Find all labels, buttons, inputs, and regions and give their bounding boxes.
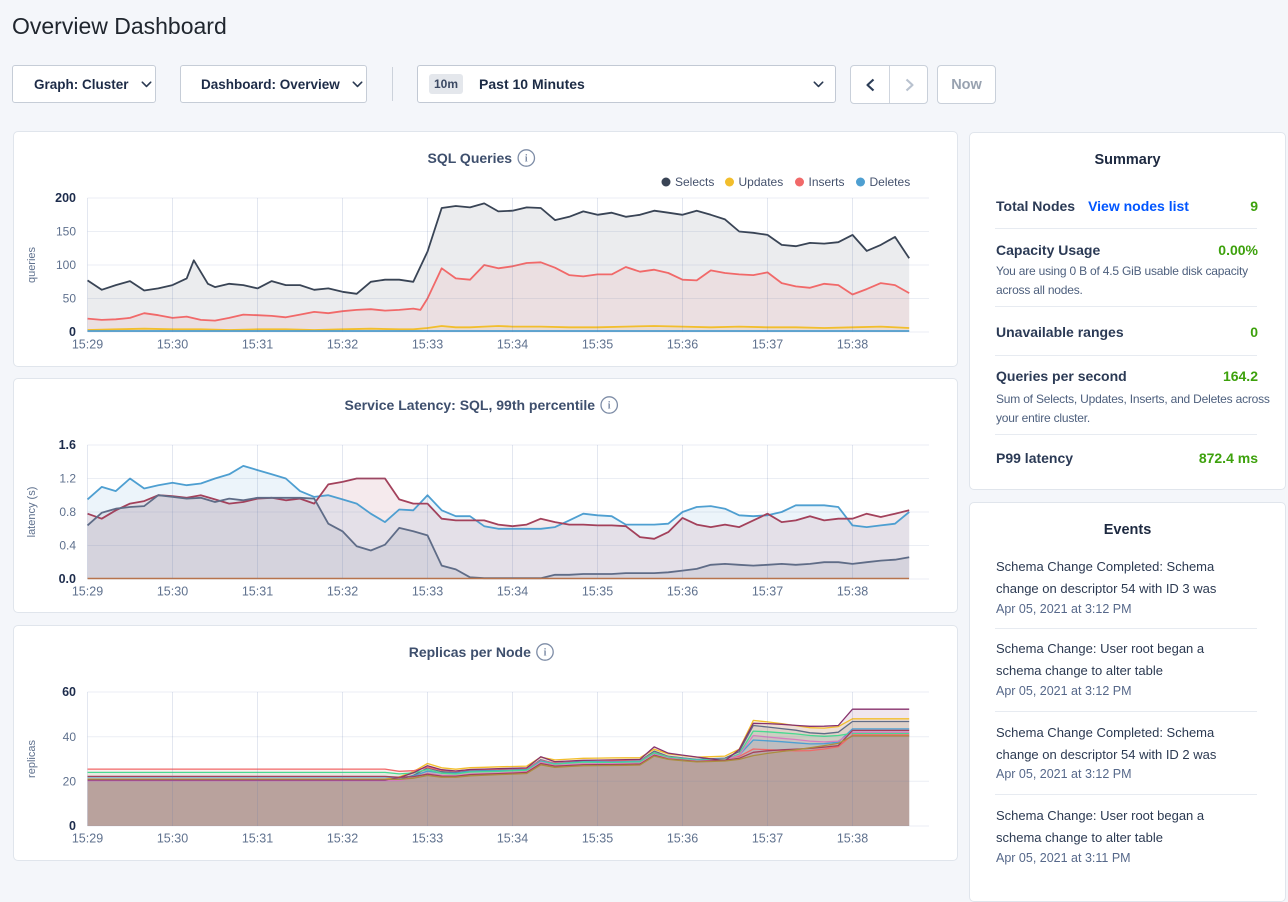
svg-text:queries: queries xyxy=(26,246,38,283)
svg-text:15:35: 15:35 xyxy=(582,585,613,599)
svg-text:15:31: 15:31 xyxy=(242,832,273,846)
svg-text:15:36: 15:36 xyxy=(667,585,698,599)
svg-text:15:32: 15:32 xyxy=(327,585,358,599)
svg-text:Deletes: Deletes xyxy=(870,175,911,189)
svg-text:15:37: 15:37 xyxy=(752,585,783,599)
svg-text:15:29: 15:29 xyxy=(72,338,103,352)
svg-text:15:33: 15:33 xyxy=(412,585,443,599)
svg-text:Updates: Updates xyxy=(739,175,784,189)
svg-text:15:38: 15:38 xyxy=(837,832,868,846)
svg-text:40: 40 xyxy=(63,730,77,744)
svg-text:Service Latency: SQL, 99th per: Service Latency: SQL, 99th percentile xyxy=(345,397,596,413)
svg-text:150: 150 xyxy=(56,225,76,239)
svg-text:15:34: 15:34 xyxy=(497,832,528,846)
svg-text:i: i xyxy=(608,401,611,412)
svg-text:Inserts: Inserts xyxy=(809,175,845,189)
svg-text:15:35: 15:35 xyxy=(582,832,613,846)
svg-text:i: i xyxy=(544,648,547,659)
svg-text:1.6: 1.6 xyxy=(59,438,76,452)
svg-text:Selects: Selects xyxy=(675,175,714,189)
svg-text:50: 50 xyxy=(63,292,77,306)
svg-text:15:34: 15:34 xyxy=(497,585,528,599)
svg-text:1.2: 1.2 xyxy=(59,472,76,486)
svg-text:i: i xyxy=(525,154,528,165)
svg-text:15:32: 15:32 xyxy=(327,338,358,352)
svg-text:15:35: 15:35 xyxy=(582,338,613,352)
svg-text:replicas: replicas xyxy=(26,740,38,778)
svg-text:15:36: 15:36 xyxy=(667,338,698,352)
svg-text:15:29: 15:29 xyxy=(72,585,103,599)
svg-text:20: 20 xyxy=(63,775,77,789)
svg-text:15:30: 15:30 xyxy=(157,832,188,846)
svg-text:15:38: 15:38 xyxy=(837,338,868,352)
svg-text:15:36: 15:36 xyxy=(667,832,698,846)
svg-text:15:30: 15:30 xyxy=(157,585,188,599)
svg-text:60: 60 xyxy=(62,685,76,699)
svg-text:100: 100 xyxy=(56,258,76,272)
svg-text:0.4: 0.4 xyxy=(59,539,76,553)
svg-text:15:30: 15:30 xyxy=(157,338,188,352)
svg-text:0.8: 0.8 xyxy=(59,505,76,519)
svg-text:Replicas per Node: Replicas per Node xyxy=(409,644,531,660)
svg-text:15:33: 15:33 xyxy=(412,832,443,846)
svg-text:0: 0 xyxy=(69,325,76,339)
svg-text:latency (s): latency (s) xyxy=(26,487,38,538)
svg-text:200: 200 xyxy=(55,191,76,205)
svg-text:15:33: 15:33 xyxy=(412,338,443,352)
svg-text:15:29: 15:29 xyxy=(72,832,103,846)
svg-text:15:37: 15:37 xyxy=(752,338,783,352)
svg-text:15:32: 15:32 xyxy=(327,832,358,846)
svg-text:15:34: 15:34 xyxy=(497,338,528,352)
svg-text:0: 0 xyxy=(69,819,76,833)
svg-text:15:37: 15:37 xyxy=(752,832,783,846)
svg-text:0.0: 0.0 xyxy=(59,572,76,586)
svg-text:15:38: 15:38 xyxy=(837,585,868,599)
svg-text:15:31: 15:31 xyxy=(242,585,273,599)
svg-text:15:31: 15:31 xyxy=(242,338,273,352)
svg-text:SQL Queries: SQL Queries xyxy=(428,150,513,166)
